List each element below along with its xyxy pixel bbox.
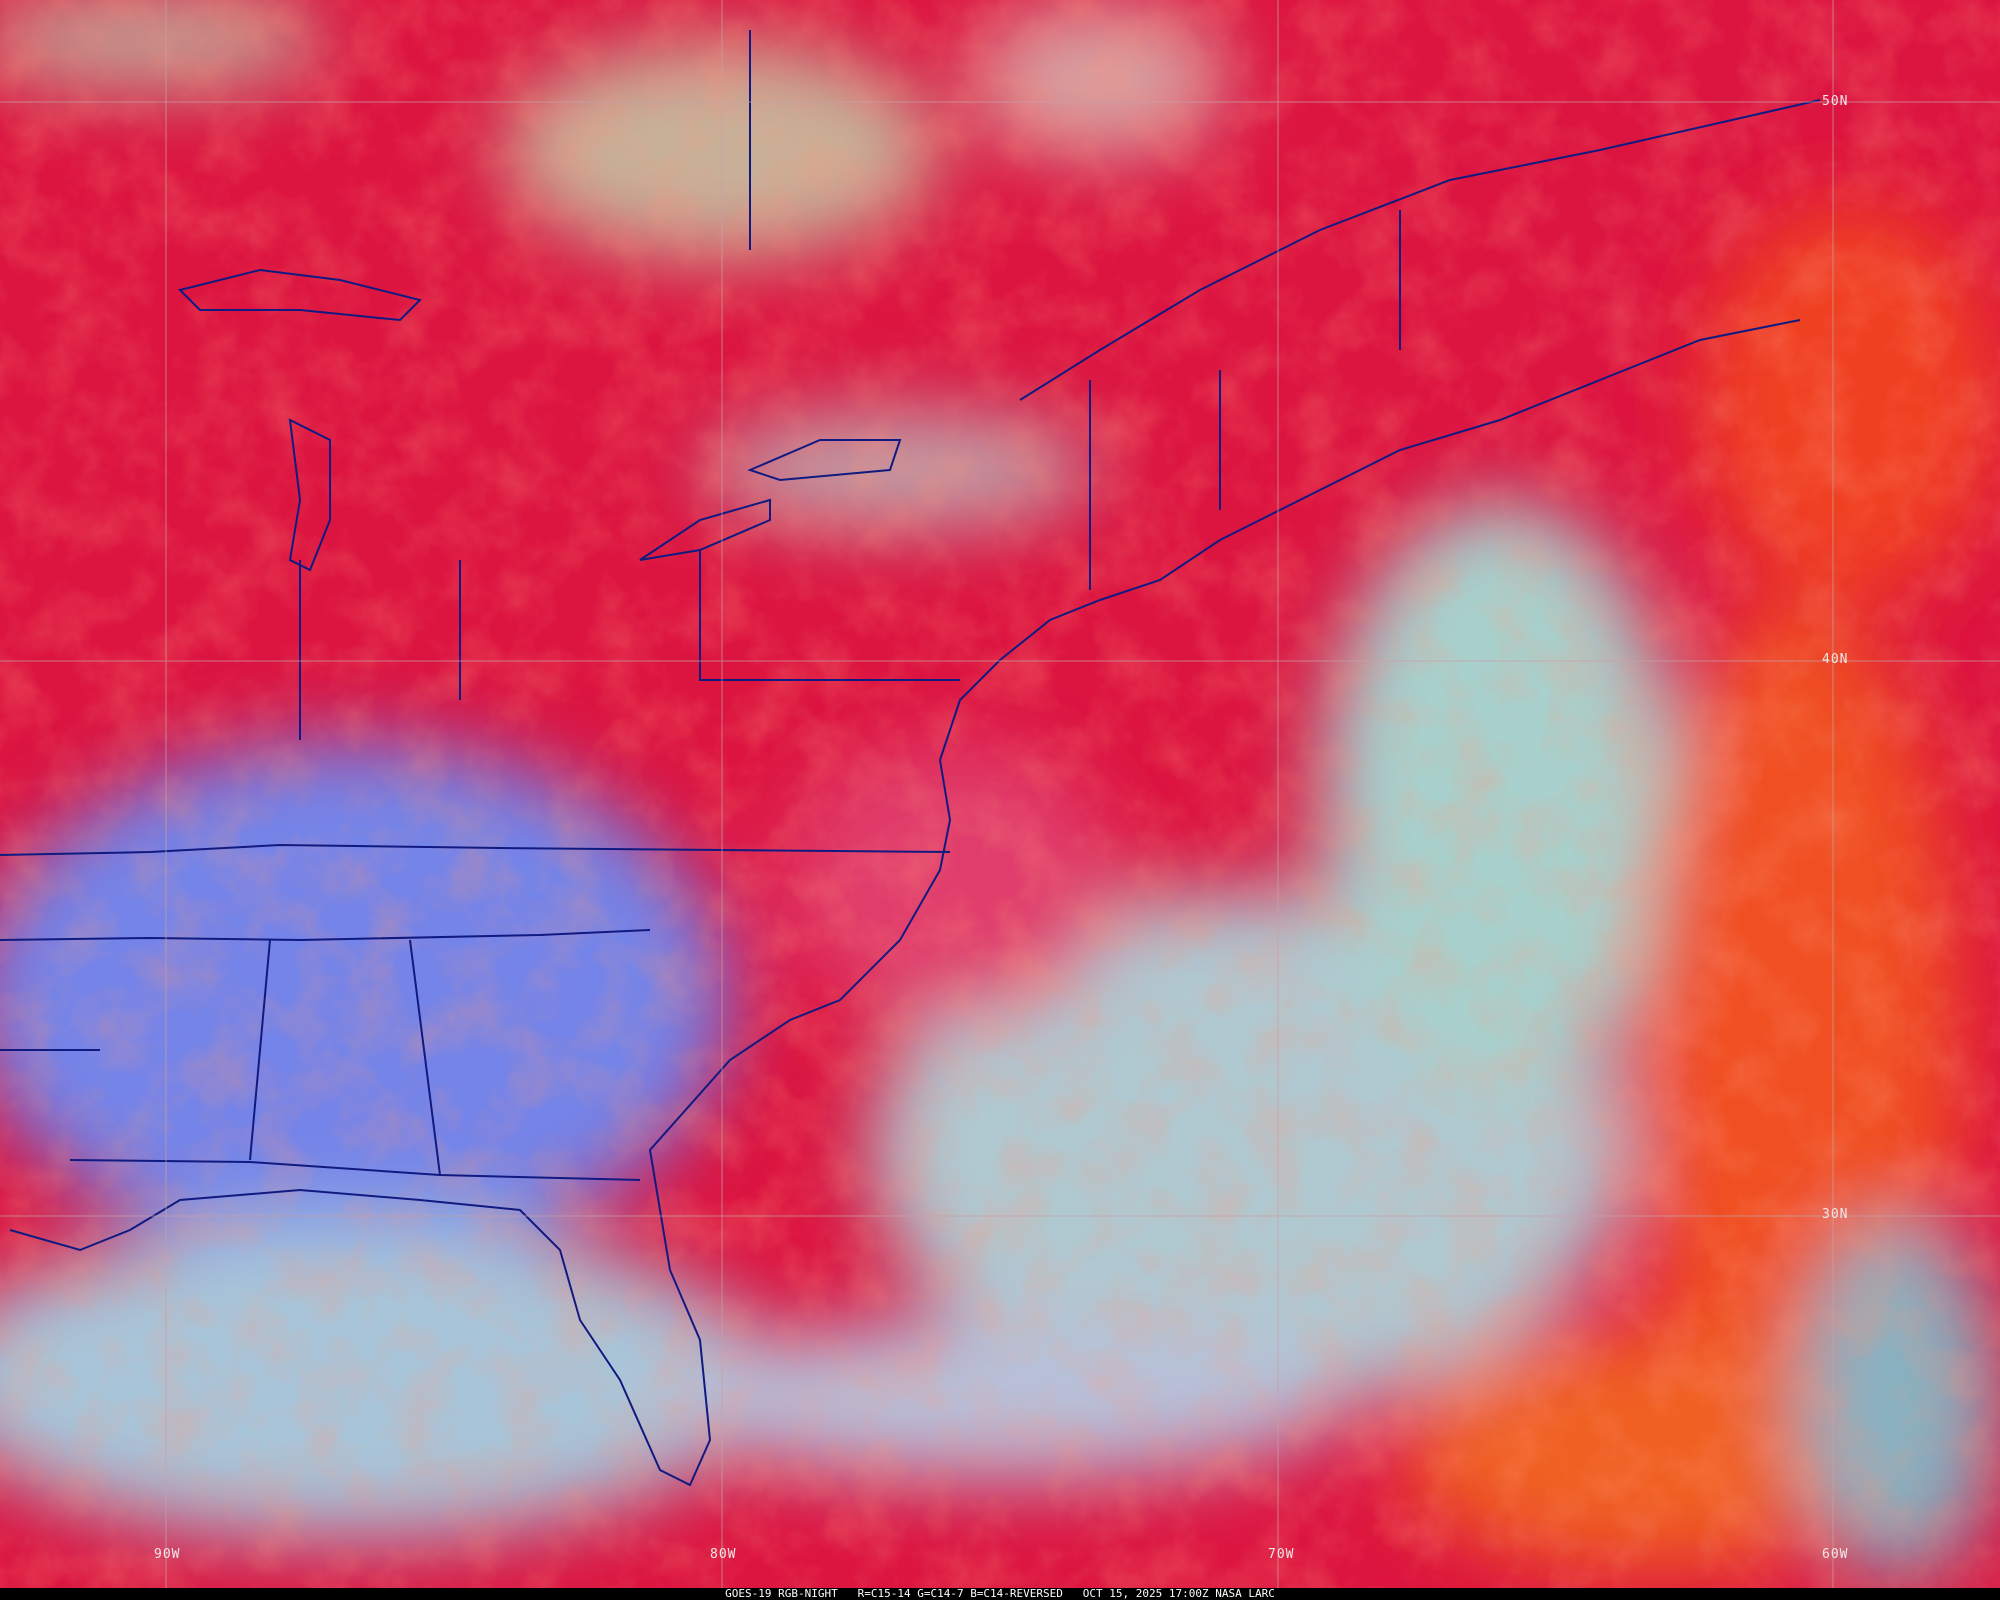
lon-label-60w: 60W [1822,1547,1849,1562]
lat-label-40n: 40N [1822,652,1849,667]
saint-lawrence [1019,99,1821,401]
lon-label-70w: 70W [1268,1547,1295,1562]
northeast-coastline [939,319,1801,761]
lon-label-80w: 80W [710,1547,737,1562]
boundaries [0,30,1821,1487]
lake-michigan [288,418,331,572]
us-east-coastline [9,759,952,1487]
lake-ontario [747,439,902,482]
lake-erie [639,498,771,561]
lat-label-30n: 30N [1822,1207,1849,1222]
lon-label-90w: 90W [154,1547,181,1562]
state-line-36n [0,843,951,856]
lat-label-50n: 50N [1822,94,1849,109]
lake-superior [178,268,422,322]
state-line-35n [0,929,651,942]
image-caption: GOES-19 RGB-NIGHT R=C15-14 G=C14-7 B=C14… [0,1588,2000,1600]
state-line-31n [69,1159,641,1181]
